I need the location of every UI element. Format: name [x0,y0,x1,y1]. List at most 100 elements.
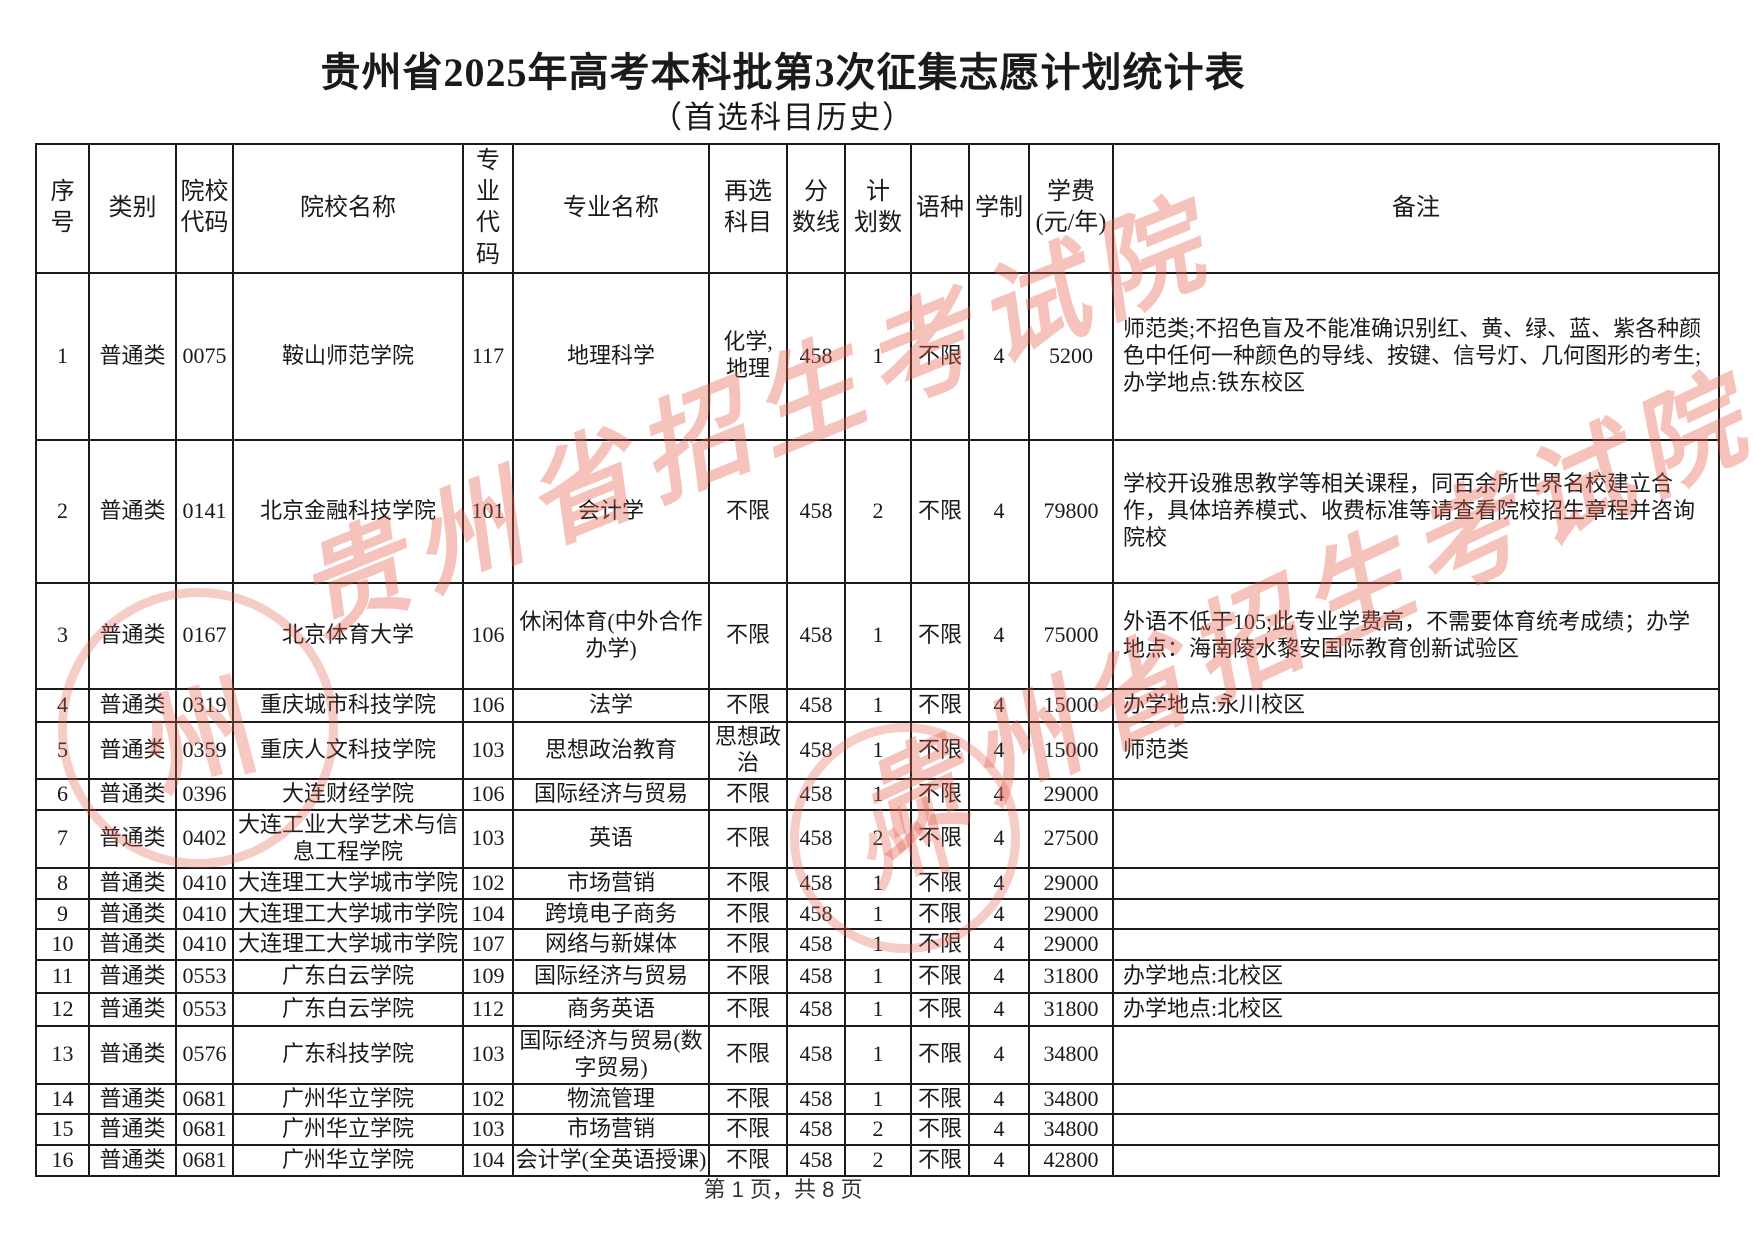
table-row: 12 普通类 0553 广东白云学院 112 商务英语 不限 458 1 不限 4 31800 办学地点… [35,992,1720,1027]
table-header-row: 序号 类别 院校 代码 院校名称 专业 代码 专业名称 再选 科目 分 数线 计… [35,143,1720,274]
page-footer: 第 1 页，共 8 页 [703,1177,863,1202]
table-cell: 不限 [910,959,970,995]
table-cell: 0410 [175,897,234,931]
table-cell [1112,1082,1720,1116]
table-cell: 休闲体育(中外合作办学) [512,581,710,690]
table-cell: 13 [35,1024,90,1085]
table-cell: 34800 [1028,1082,1114,1116]
table-cell: 不限 [708,1113,788,1147]
table-cell: 不限 [910,992,970,1027]
table-cell: 31800 [1028,992,1114,1027]
table-cell: 4 [968,271,1030,441]
table-cell: 广东白云学院 [232,959,464,995]
table-cell: 4 [968,1024,1030,1085]
table-row: 10 普通类 0410 大连理工大学城市学院 107 网络与新媒体 不限 458 1 不限 4 290… [35,928,1720,962]
table-cell: 34800 [1028,1024,1114,1085]
table-cell: 4 [968,778,1030,812]
table-cell: 学校开设雅思教学等相关课程，同百余所世界名校建立合作，具体培养模式、收费标准等请… [1112,438,1720,584]
table-cell: 34800 [1028,1113,1114,1147]
table-row: 9 普通类 0410 大连理工大学城市学院 104 跨境电子商务 不限 458 1 不限 4 2900… [35,897,1720,931]
table-cell: 思想政治 [708,720,788,781]
table-cell: 458 [786,1113,846,1147]
col-header-tuition: 学费 (元/年) [1028,143,1114,274]
table-cell: 不限 [708,897,788,931]
table-cell: 外语不低于105;此专业学费高，不需要体育统考成绩；办学地点：海南陵水黎安国际教… [1112,581,1720,690]
table-cell: 2 [844,438,912,584]
table-header: 序号 类别 院校 代码 院校名称 专业 代码 专业名称 再选 科目 分 数线 计… [35,143,1720,274]
table-cell: 重庆人文科技学院 [232,720,464,781]
table-cell: 不限 [708,687,788,723]
table-cell: 不限 [708,438,788,584]
table-cell: 31800 [1028,959,1114,995]
table-cell: 化学,地理 [708,271,788,441]
table-cell [1112,928,1720,962]
table-cell: 市场营销 [512,866,710,900]
table-cell: 不限 [708,1144,788,1177]
table-cell: 不限 [910,1024,970,1085]
table-cell [1112,897,1720,931]
col-header-remarks: 备注 [1112,143,1720,274]
table-cell: 普通类 [88,687,177,723]
table-body: 1 普通类 0075 鞍山师范学院 117 地理科学 化学,地理 458 1 不限 4 5200 师范类… [35,271,1720,1177]
table-cell: 不限 [910,809,970,869]
table-cell: 117 [462,271,514,441]
table-cell: 广州华立学院 [232,1144,464,1177]
table-cell: 106 [462,581,514,690]
table-cell: 不限 [910,1113,970,1147]
table-cell: 不限 [708,581,788,690]
table-cell: 106 [462,687,514,723]
table-cell: 不限 [910,687,970,723]
table-cell: 458 [786,581,846,690]
table-cell: 104 [462,1144,514,1177]
table-cell: 4 [968,1144,1030,1177]
table-cell: 不限 [708,992,788,1027]
table-cell: 4 [968,720,1030,781]
table-cell: 0402 [175,809,234,869]
table-cell: 不限 [910,1082,970,1116]
table-cell: 101 [462,438,514,584]
table-cell: 广东白云学院 [232,992,464,1027]
table-cell: 重庆城市科技学院 [232,687,464,723]
table-cell: 办学地点:永川校区 [1112,687,1720,723]
table-row: 15 普通类 0681 广州华立学院 103 市场营销 不限 458 2 不限 4 34800 [35,1113,1720,1147]
table-cell: 4 [35,687,90,723]
table-cell: 北京体育大学 [232,581,464,690]
table-cell: 27500 [1028,809,1114,869]
table-cell: 不限 [910,271,970,441]
table-cell: 英语 [512,809,710,869]
table-cell: 4 [968,581,1030,690]
table-cell: 普通类 [88,581,177,690]
table-cell: 5200 [1028,271,1114,441]
table-cell: 国际经济与贸易 [512,959,710,995]
table-cell [1112,1113,1720,1147]
table-cell: 458 [786,438,846,584]
table-cell: 112 [462,992,514,1027]
table-cell: 458 [786,809,846,869]
table-row: 6 普通类 0396 大连财经学院 106 国际经济与贸易 不限 458 1 不限 4 29000 [35,778,1720,812]
table-cell: 1 [844,778,912,812]
col-header-plan-count: 计 划数 [844,143,912,274]
table-cell: 大连工业大学艺术与信息工程学院 [232,809,464,869]
table-cell: 商务英语 [512,992,710,1027]
table-cell: 106 [462,778,514,812]
col-header-language: 语种 [910,143,970,274]
table-cell: 1 [844,581,912,690]
table-cell: 普通类 [88,959,177,995]
table-cell: 4 [968,438,1030,584]
table-cell: 不限 [910,928,970,962]
col-header-index: 序号 [35,143,90,274]
table-cell: 458 [786,897,846,931]
table-cell: 普通类 [88,809,177,869]
table-row: 8 普通类 0410 大连理工大学城市学院 102 市场营销 不限 458 1 不限 4 29000 [35,866,1720,900]
table-cell: 16 [35,1144,90,1177]
col-header-major-name: 专业名称 [512,143,710,274]
table-cell: 1 [844,866,912,900]
table-cell: 普通类 [88,992,177,1027]
table-cell: 29000 [1028,928,1114,962]
table-cell: 4 [968,897,1030,931]
table-cell: 普通类 [88,897,177,931]
col-header-school-name: 院校名称 [232,143,464,274]
table-cell: 办学地点:北校区 [1112,959,1720,995]
table-cell: 普通类 [88,720,177,781]
table-cell: 0141 [175,438,234,584]
